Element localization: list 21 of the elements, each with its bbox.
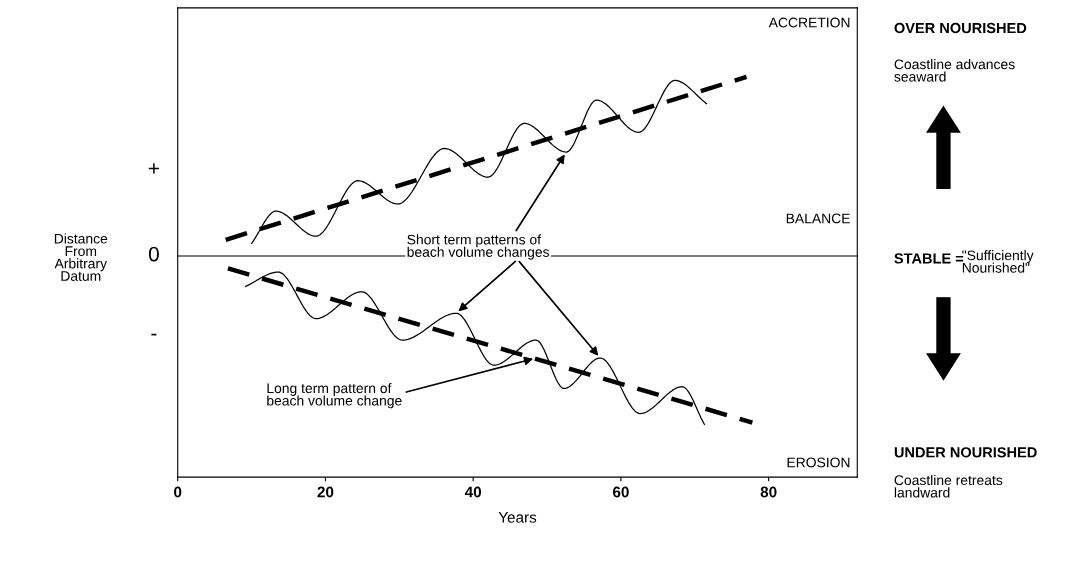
text: STABLE =	[894, 253, 964, 264]
x-tick-label: 60	[612, 486, 629, 498]
x-tick-label: 80	[760, 486, 777, 498]
text: Coastline retreats landward	[894, 474, 1003, 498]
x-tick-label: 0	[174, 486, 182, 498]
x-axis-title: Years	[498, 512, 537, 523]
annotation: Short term patterns of beach volume changes	[407, 234, 550, 260]
text: +	[148, 163, 159, 174]
text: OVER NOURISHED	[894, 22, 1027, 34]
text: EROSION	[787, 457, 850, 468]
x-tick-label: 40	[464, 486, 482, 498]
text: "Sufficiently Nourished"	[962, 250, 1034, 273]
text: -	[151, 333, 157, 336]
annotation: Long term pattern of beach volume change	[267, 382, 402, 409]
y-axis-title: Distance From Arbitrary Datum	[54, 233, 108, 281]
text: UNDER NOURISHED	[894, 447, 1037, 458]
annotation: BALANCE	[786, 213, 850, 224]
text: 0	[148, 246, 159, 262]
x-tick-label: 20	[317, 486, 334, 498]
text: Coastline advances seaward	[894, 59, 1015, 82]
text: ACCRETION	[768, 17, 850, 28]
